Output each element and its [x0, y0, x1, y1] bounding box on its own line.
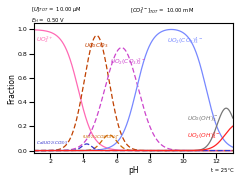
Text: $UO_2(OH)_3^-$: $UO_2(OH)_3^-$ — [187, 114, 218, 124]
Text: $[CO_3^{2-}]_{TOT}$ =  10.00 mM: $[CO_3^{2-}]_{TOT}$ = 10.00 mM — [130, 5, 194, 16]
Text: $UO_2CO_3$: $UO_2CO_3$ — [84, 42, 109, 50]
Text: t = 25°C: t = 25°C — [211, 168, 234, 173]
Text: $[U]_{TOT}$ =  10.00 $\mu$M: $[U]_{TOT}$ = 10.00 $\mu$M — [31, 5, 82, 14]
Text: $Ca_2UO_2(CO_3)_3$: $Ca_2UO_2(CO_3)_3$ — [36, 140, 68, 147]
Text: $UO_2(CO_3)_3^{4-}$: $UO_2(CO_3)_3^{4-}$ — [167, 35, 204, 46]
Y-axis label: Fraction: Fraction — [7, 73, 16, 104]
Text: $UO_2^{2+}$: $UO_2^{2+}$ — [36, 34, 54, 45]
Text: $UO_2(CO_3)_2^{2-}$: $UO_2(CO_3)_2^{2-}$ — [110, 56, 146, 67]
Text: $E_H$ =  0.50 V: $E_H$ = 0.50 V — [31, 16, 66, 25]
X-axis label: pH: pH — [128, 166, 138, 175]
Text: $(UO_2)_2CO_3(OH)_3^-$: $(UO_2)_2CO_3(OH)_3^-$ — [82, 134, 120, 142]
Text: $UO_2(OH)_4^{2-}$: $UO_2(OH)_4^{2-}$ — [187, 130, 221, 141]
